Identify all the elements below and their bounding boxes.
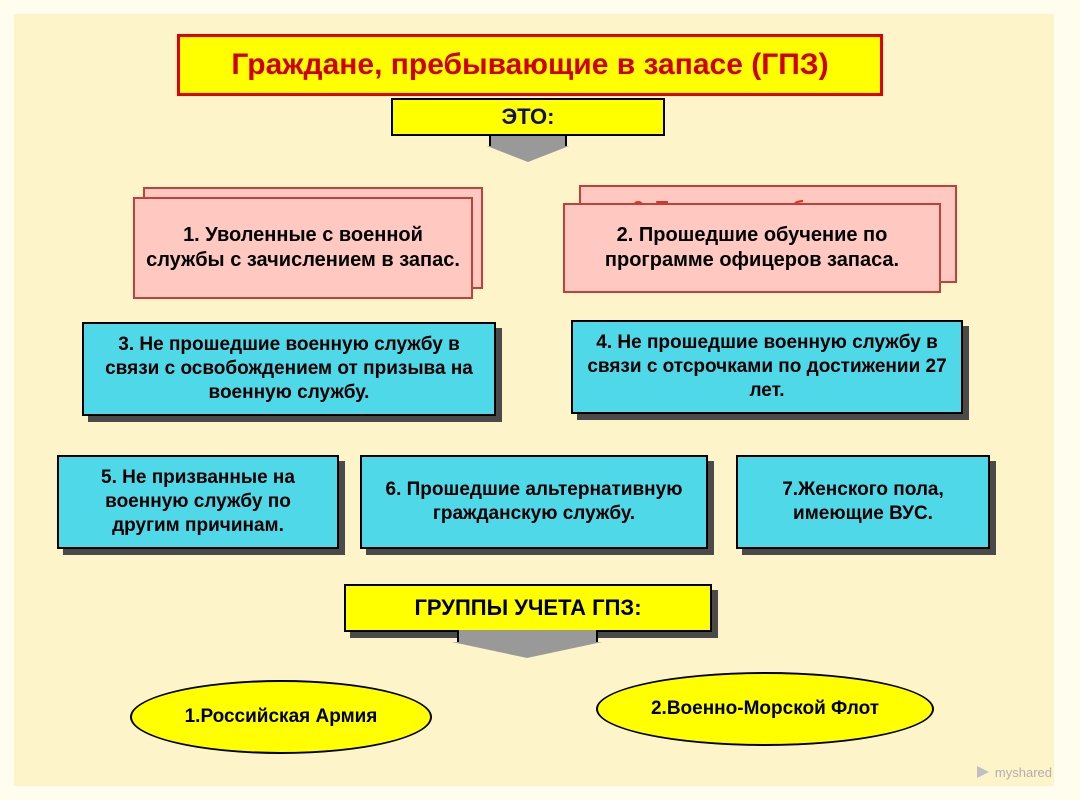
box-5: 5. Не призванные на военную службу по др… bbox=[57, 455, 339, 549]
ellipse-navy: 2.Военно-Морской Флот bbox=[596, 672, 934, 746]
box-4-text: 4. Не прошедшие военную службу в связи с… bbox=[585, 331, 949, 402]
arrow-down-1 bbox=[487, 136, 569, 164]
groups-box: ГРУППЫ УЧЕТА ГПЗ: bbox=[344, 584, 712, 632]
title-box: Граждане, пребывающие в запасе (ГПЗ) bbox=[177, 34, 883, 96]
groups-front: ГРУППЫ УЧЕТА ГПЗ: bbox=[344, 584, 712, 632]
box-1-front: 1. Уволенные с военной службы с зачислен… bbox=[133, 197, 473, 299]
eto-box: ЭТО: bbox=[391, 98, 665, 136]
box-5-front: 5. Не призванные на военную службу по др… bbox=[57, 455, 339, 549]
title-text: Граждане, пребывающие в запасе (ГПЗ) bbox=[231, 48, 828, 82]
ellipse-russian-army: 1.Российская Армия bbox=[130, 680, 432, 754]
groups-text: ГРУППЫ УЧЕТА ГПЗ: bbox=[414, 594, 641, 622]
box-1-discharged: 1. Уволенные с военной службы с зачислен… bbox=[133, 187, 483, 299]
box-4: 4. Не прошедшие военную службу в связи с… bbox=[571, 320, 963, 414]
box-2-front-text: 2. Прошедшие обучение по программе офице… bbox=[575, 223, 929, 273]
box-2-officer-training: 2. Прошедшие обучение по программе офице… bbox=[563, 185, 957, 293]
box-1-text: 1. Уволенные с военной службы с зачислен… bbox=[145, 223, 461, 273]
box-6: 6. Прошедшие альтернативную гражданскую … bbox=[360, 455, 708, 549]
watermark-text: myshared bbox=[995, 765, 1052, 780]
watermark: myshared bbox=[975, 765, 1052, 780]
box-3: 3. Не прошедшие военную службу в связи с… bbox=[82, 322, 496, 416]
box-6-front: 6. Прошедшие альтернативную гражданскую … bbox=[360, 455, 708, 549]
eto-text: ЭТО: bbox=[502, 104, 555, 130]
box-7: 7.Женского пола, имеющие ВУС. bbox=[736, 455, 990, 549]
box-3-front: 3. Не прошедшие военную службу в связи с… bbox=[82, 322, 496, 416]
ellipse-1-text: 1.Российская Армия bbox=[185, 706, 378, 728]
box-6-text: 6. Прошедшие альтернативную гражданскую … bbox=[374, 478, 694, 526]
box-3-text: 3. Не прошедшие военную службу в связи с… bbox=[96, 333, 482, 404]
ellipse-2-text: 2.Военно-Морской Флот bbox=[651, 698, 879, 720]
box-4-front: 4. Не прошедшие военную службу в связи с… bbox=[571, 320, 963, 414]
box-7-front: 7.Женского пола, имеющие ВУС. bbox=[736, 455, 990, 549]
box-2-front: 2. Прошедшие обучение по программе офице… bbox=[563, 203, 941, 293]
box-5-text: 5. Не призванные на военную службу по др… bbox=[71, 466, 325, 537]
arrow-down-2 bbox=[452, 630, 602, 660]
play-icon bbox=[975, 766, 991, 778]
box-7-text: 7.Женского пола, имеющие ВУС. bbox=[750, 478, 976, 526]
